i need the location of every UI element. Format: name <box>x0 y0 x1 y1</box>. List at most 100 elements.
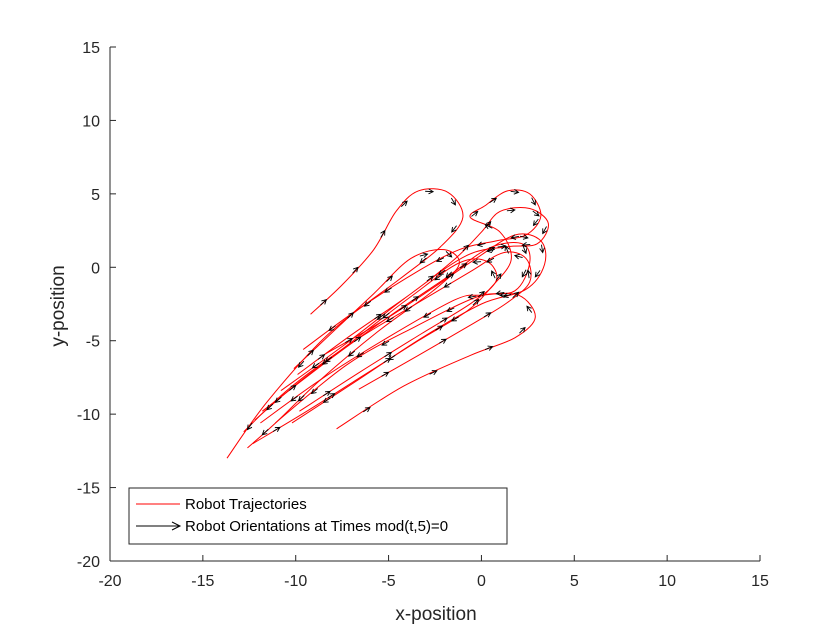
orientation-arrow <box>272 426 281 432</box>
orientation-arrow <box>437 269 446 276</box>
orientation-arrow <box>347 350 356 357</box>
orientation-arrow <box>381 340 390 346</box>
orientation-arrow <box>429 370 438 376</box>
orientation-arrow <box>322 397 331 403</box>
orientation-arrow <box>451 225 457 233</box>
trajectory-line <box>254 258 498 421</box>
orientation-arrow <box>491 270 497 279</box>
orientation-arrow <box>462 244 470 252</box>
trajectory-line <box>260 292 536 430</box>
orientation-arrow <box>297 395 305 402</box>
y-axis-title: y-position <box>48 265 69 346</box>
trajectory-line <box>247 248 460 449</box>
orientation-arrow <box>404 306 412 312</box>
orientation-arrow <box>386 275 393 282</box>
orientation-arrow <box>321 359 330 365</box>
orientation-arrow <box>289 384 297 391</box>
x-tick-label: -5 <box>381 573 395 590</box>
orientation-arrow <box>353 336 362 343</box>
y-tick-label: -5 <box>86 334 100 351</box>
orientation-arrow <box>419 252 429 258</box>
orientation-arrow <box>521 269 527 278</box>
orientation-arrow <box>459 263 468 269</box>
orientation-arrow <box>443 282 452 288</box>
orientation-arrow <box>526 305 533 313</box>
orientation-arrow <box>310 388 318 395</box>
plot-frame <box>109 47 760 562</box>
y-tick-label: -10 <box>77 407 100 424</box>
orientation-arrow <box>512 291 520 299</box>
orientation-arrow <box>521 245 528 255</box>
orientation-arrow <box>446 273 455 279</box>
orientation-arrow <box>411 296 420 302</box>
orientation-arrow <box>328 325 336 332</box>
orientation-arrow <box>467 293 477 300</box>
orientation-arrow <box>261 429 269 436</box>
orientation-arrow <box>486 247 495 253</box>
orientation-arrow <box>311 362 320 369</box>
x-tick-label: -15 <box>191 573 214 590</box>
orientation-arrow <box>440 317 448 323</box>
orientation-arrow <box>484 345 494 351</box>
orientation-arrow <box>519 326 526 334</box>
legend-label-orientation: Robot Orientations at Times mod(t,5)=0 <box>185 518 448 535</box>
trajectory-line <box>252 189 542 444</box>
x-tick-label: 10 <box>658 573 676 590</box>
orientation-arrow <box>530 197 536 206</box>
orientation-arrow <box>274 396 282 404</box>
y-tick-label: 15 <box>82 40 100 57</box>
orientation-arrow <box>502 292 512 298</box>
orientation-arrow <box>352 266 359 274</box>
x-tick-label: 5 <box>570 573 579 590</box>
y-axis-ticks: -20 -15 -10 -5 0 5 10 15 <box>77 40 116 571</box>
trajectory-line <box>243 251 532 433</box>
orientation-arrow <box>495 273 502 281</box>
trajectories-layer <box>226 188 549 459</box>
orientation-arrow <box>489 197 498 204</box>
orientation-arrow <box>347 312 354 319</box>
orientation-arrow <box>510 234 520 240</box>
orientation-arrow <box>345 338 354 344</box>
legend-label-trajectory: Robot Trajectories <box>185 496 307 513</box>
orientation-arrow <box>471 210 479 217</box>
orientation-arrow <box>532 210 540 217</box>
orientation-arrow <box>510 189 520 195</box>
orientation-arrow <box>381 371 390 377</box>
orientation-arrow <box>383 357 392 363</box>
orientation-arrow <box>438 338 447 344</box>
orientation-arrow <box>504 245 510 254</box>
orientation-arrows-layer <box>246 188 548 436</box>
orientation-arrow <box>436 256 445 262</box>
trajectory-line <box>280 207 549 392</box>
orientation-arrow <box>472 298 480 306</box>
orientation-arrow <box>472 259 482 265</box>
y-tick-label: 5 <box>91 187 100 204</box>
orientation-arrow <box>382 312 390 319</box>
orientation-arrow <box>307 349 315 357</box>
orientation-arrow <box>266 403 274 411</box>
y-tick-label: 0 <box>91 260 100 277</box>
orientation-arrow <box>506 207 516 214</box>
trajectory-line <box>226 188 464 459</box>
orientation-arrow <box>450 316 459 322</box>
orientation-arrow <box>246 422 253 431</box>
orientation-arrow <box>450 197 456 206</box>
y-tick-label: -15 <box>77 481 100 498</box>
orientation-arrow <box>384 351 393 358</box>
orientation-arrow <box>376 314 385 321</box>
orientation-arrow <box>426 275 434 282</box>
orientation-arrow <box>384 287 392 293</box>
orientation-arrow <box>519 234 529 240</box>
orientation-arrow <box>385 317 394 323</box>
orientation-arrow <box>327 393 336 399</box>
x-axis-title: x-position <box>395 604 476 625</box>
orientation-arrow <box>525 269 532 279</box>
orientation-arrow <box>521 242 531 248</box>
orientation-arrow <box>446 306 455 313</box>
orientation-arrow <box>317 354 326 360</box>
orientation-arrow <box>434 274 442 281</box>
orientation-arrow <box>542 226 548 235</box>
orientation-arrow <box>532 218 539 227</box>
orientation-arrow <box>495 290 505 296</box>
